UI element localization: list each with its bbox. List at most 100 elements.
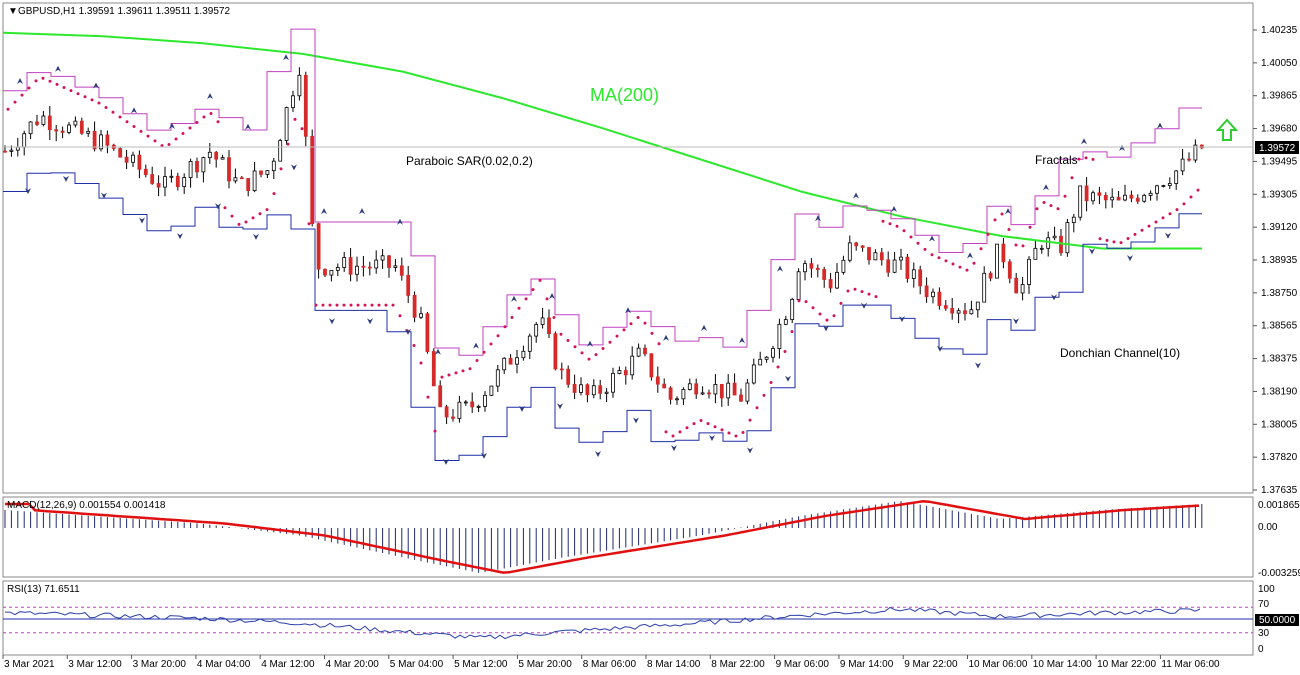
bull-candle	[1167, 183, 1172, 186]
bear-candle	[303, 74, 308, 137]
fractal-up-icon	[549, 293, 555, 300]
sar-dot	[76, 92, 80, 96]
bull-candle	[502, 357, 507, 371]
sar-dot	[923, 247, 927, 251]
time-tick-label: 4 Mar 20:00	[326, 659, 380, 670]
bear-candle	[559, 368, 564, 371]
bear-candle	[1135, 197, 1140, 202]
fractal-down-icon	[443, 458, 449, 465]
macd-tick-zero: 0.00	[1258, 522, 1278, 533]
sar-dot	[965, 268, 969, 272]
sar-dot	[125, 120, 129, 124]
bear-candle	[399, 265, 404, 276]
bull-candle	[1142, 195, 1147, 202]
bear-candle	[988, 272, 993, 279]
bull-candle	[1033, 247, 1038, 260]
sar-dot	[755, 406, 759, 410]
sar-dot	[272, 192, 276, 196]
price-tick-label: 1.40235	[1261, 25, 1298, 36]
sar-dot	[55, 82, 59, 86]
bear-candle	[444, 406, 449, 418]
sar-dot	[734, 434, 738, 438]
bear-candle	[438, 385, 443, 408]
sar-dot	[895, 224, 899, 228]
fractal-down-icon	[253, 233, 259, 240]
bull-candle	[630, 355, 635, 376]
rsi-pane[interactable]	[2, 580, 1254, 656]
sar-dot	[811, 306, 815, 310]
sar-dot	[580, 351, 584, 355]
time-tick-label: 4 Mar 12:00	[261, 659, 315, 670]
sar-dot	[104, 106, 108, 110]
sar-dot	[440, 375, 444, 379]
fractal-up-icon	[1043, 184, 1049, 191]
bear-candle	[668, 387, 673, 400]
sar-dot	[1196, 188, 1200, 192]
sar-dot	[13, 100, 17, 104]
sar-dot	[846, 289, 850, 293]
sar-dot	[461, 369, 465, 373]
sar-dot	[986, 232, 990, 236]
bear-candle	[905, 256, 910, 279]
bear-candle	[310, 135, 315, 225]
sar-dot	[1014, 243, 1018, 247]
bear-candle	[854, 242, 859, 247]
arrow-up-icon	[1215, 118, 1239, 141]
bull-candle	[265, 170, 270, 175]
bear-candle	[828, 279, 833, 289]
fractal-down-icon	[63, 175, 69, 182]
sar-dot	[1175, 208, 1179, 212]
bull-candle	[579, 384, 583, 393]
bear-candle	[585, 384, 590, 396]
bull-candle	[188, 161, 193, 178]
bear-candle	[547, 317, 551, 335]
bear-candle	[662, 383, 667, 389]
sar-dot	[1168, 212, 1172, 216]
sar-annotation: Paraboic SAR(0.02,0.2)	[406, 154, 533, 168]
fractal-down-icon	[367, 318, 373, 325]
fractal-up-icon	[283, 54, 289, 61]
sar-dot	[1028, 225, 1032, 229]
sar-dot	[202, 115, 206, 119]
sar-dot	[1070, 176, 1074, 180]
rsi-tick-50: 50.0000	[1259, 615, 1296, 626]
bear-candle	[124, 156, 129, 163]
bear-candle	[425, 313, 430, 352]
bull-candle	[540, 317, 545, 325]
bull-candle	[611, 372, 615, 393]
bear-candle	[316, 223, 321, 270]
fractal-up-icon	[777, 265, 783, 272]
symbol-arrow-icon: ▼	[8, 6, 18, 17]
sar-dot	[1112, 240, 1116, 244]
bull-candle	[329, 269, 334, 276]
sar-dot	[1133, 232, 1137, 236]
bull-candle	[207, 151, 212, 159]
fractal-up-icon	[701, 324, 707, 331]
fractal-down-icon	[101, 192, 107, 199]
bear-candle	[815, 267, 820, 270]
bear-candle	[918, 269, 923, 287]
fractal-up-icon	[1157, 122, 1163, 129]
sar-dot	[1021, 244, 1025, 248]
bull-candle	[489, 385, 494, 396]
sar-dot	[321, 303, 325, 307]
bear-candle	[470, 401, 475, 408]
sar-dot	[160, 144, 164, 148]
bear-candle	[937, 291, 942, 306]
time-tick-label: 10 Mar 22:00	[1097, 659, 1156, 670]
bear-candle	[387, 255, 391, 268]
sar-dot	[41, 76, 45, 80]
time-tick-label: 3 Mar 20:00	[133, 659, 187, 670]
macd-pane[interactable]	[2, 496, 1254, 578]
sar-dot	[335, 303, 339, 307]
bear-candle	[719, 383, 724, 399]
bull-candle	[975, 301, 980, 311]
sar-dot	[783, 350, 787, 354]
bear-candle	[809, 263, 814, 269]
price-pane[interactable]	[2, 2, 1254, 494]
sar-dot	[713, 425, 717, 429]
rsi-50-tag	[1255, 614, 1299, 626]
time-tick-label: 5 Mar 20:00	[518, 659, 572, 670]
bear-candle	[92, 130, 97, 150]
